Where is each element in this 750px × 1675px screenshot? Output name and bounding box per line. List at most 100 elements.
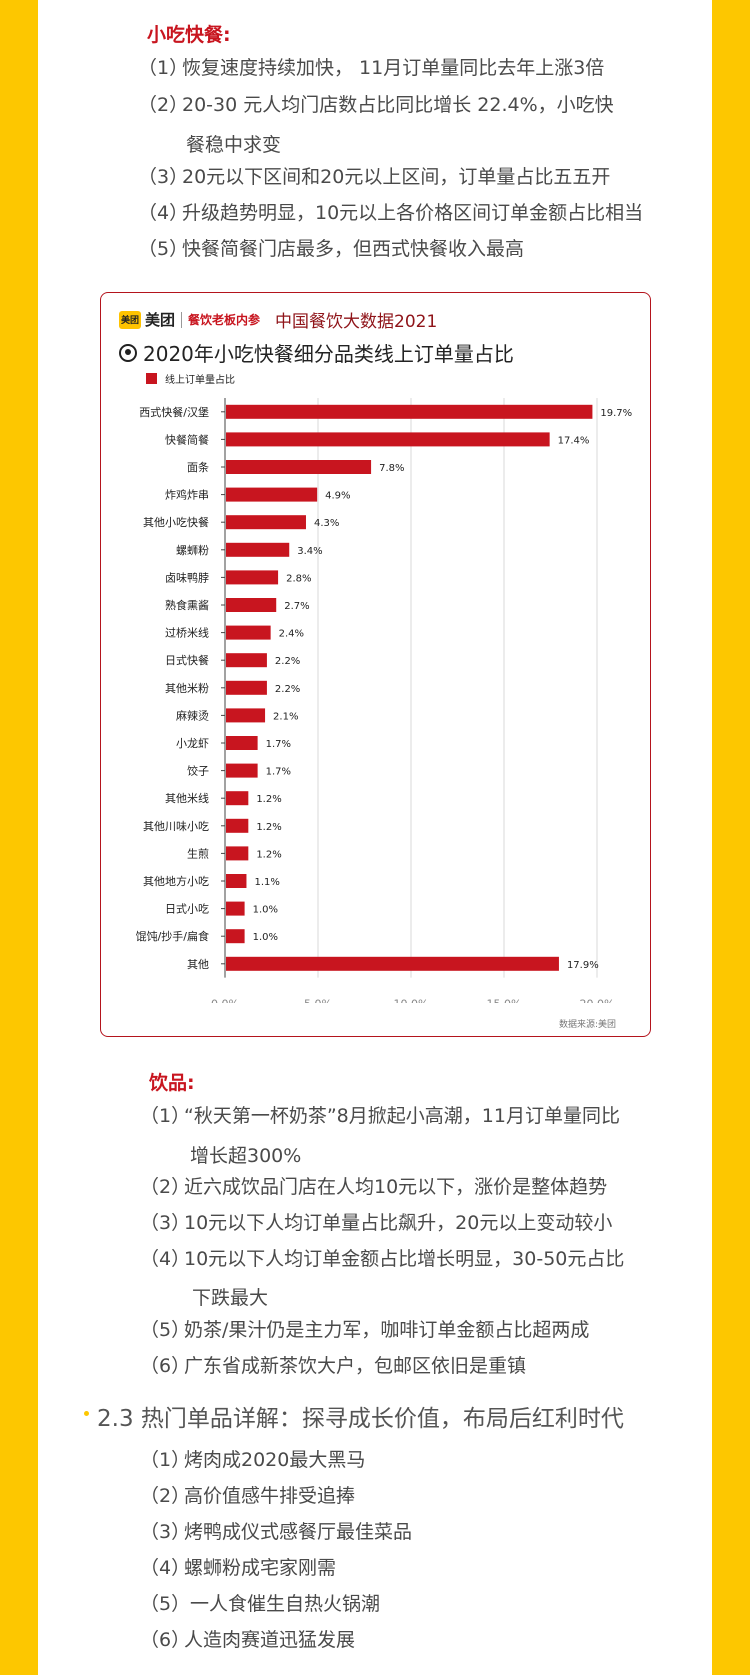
- bar: [226, 487, 318, 502]
- bar: [226, 874, 247, 888]
- x-tick-label: 15.0%: [487, 998, 522, 1003]
- item-text: 近六成饮品门店在人均10元以下，涨价是整体趋势: [184, 1176, 608, 1198]
- section-item-3: （3）烤鸭成仪式感餐厅最佳菜品: [140, 1514, 412, 1550]
- item-text: 快餐简餐门店最多，但西式快餐收入最高: [182, 238, 525, 260]
- bar: [226, 929, 245, 944]
- snack-item-1: （1）恢复速度持续加快， 11月订单量同比去年上涨3倍: [138, 50, 604, 86]
- category-label: 其他米粉: [165, 682, 209, 695]
- bar: [226, 653, 267, 668]
- data-label: 17.9%: [567, 960, 599, 971]
- partner-logo-text: 餐饮老板内参: [188, 313, 261, 327]
- data-label: 1.7%: [266, 739, 291, 750]
- category-label: 熟食熏酱: [165, 598, 209, 612]
- data-label: 2.1%: [273, 711, 298, 722]
- data-label: 2.2%: [275, 656, 300, 667]
- chart-title-row: 2020年小吃快餐细分品类线上订单量占比: [119, 338, 514, 367]
- section-title: 2.3 热门单品详解：探寻成长价值，布局后红利时代: [97, 1406, 624, 1432]
- bar: [226, 432, 550, 447]
- item-text: 10元以下人均订单金额占比增长明显，30-50元占比: [184, 1248, 625, 1270]
- drinks-item-4: （4）10元以下人均订单金额占比增长明显，30-50元占比: [140, 1241, 624, 1277]
- drinks-item-5: （5）奶茶/果汁仍是主力军，咖啡订单金额占比超两成: [140, 1312, 589, 1348]
- item-number: （4）: [138, 202, 189, 224]
- section-item-5: （5） 一人食催生自热火锅潮: [140, 1586, 380, 1622]
- category-label: 其他米线: [165, 791, 209, 805]
- data-label: 2.8%: [286, 573, 311, 584]
- bar: [226, 404, 593, 419]
- data-label: 17.4%: [558, 435, 590, 446]
- bar: [226, 901, 245, 916]
- bar: [226, 763, 258, 778]
- item-number: （6）: [140, 1355, 191, 1377]
- drinks-item-4-continuation: 下跌最大: [192, 1287, 269, 1309]
- item-number: （2）: [140, 1176, 191, 1198]
- snack-item-3: （3）20元以下区间和20元以上区间，订单量占比五五开: [138, 159, 610, 195]
- drinks-item-2: （2）近六成饮品门店在人均10元以下，涨价是整体趋势: [140, 1169, 607, 1205]
- report-brand-title: 中国餐饮大数据2021: [275, 312, 438, 332]
- section-item-6: （6）人造肉赛道迅猛发展: [140, 1622, 355, 1658]
- snack-item-2-continuation: 餐稳中求变: [186, 134, 282, 156]
- item-number: （1）: [140, 1449, 191, 1471]
- item-text: 螺蛳粉成宅家刚需: [184, 1557, 337, 1579]
- category-label: 日式快餐: [165, 653, 209, 667]
- data-label: 3.4%: [297, 546, 322, 557]
- item-text: 人造肉赛道迅猛发展: [184, 1629, 356, 1651]
- data-label: 7.8%: [379, 463, 404, 474]
- item-text: “秋天第一杯奶茶”8月掀起小高潮，11月订单量同比: [184, 1105, 620, 1127]
- item-number: （4）: [140, 1557, 191, 1579]
- category-label: 其他地方小吃: [143, 874, 209, 888]
- category-label: 其他川味小吃: [143, 820, 209, 833]
- data-label: 1.1%: [254, 877, 279, 888]
- bar: [226, 570, 279, 585]
- meituan-logo-text: 美团: [145, 311, 176, 329]
- category-label: 其他小吃快餐: [143, 515, 209, 529]
- category-label: 螺蛳粉: [176, 544, 209, 557]
- data-label: 2.7%: [284, 601, 309, 612]
- bar: [226, 625, 271, 640]
- section-item-1: （1）烤肉成2020最大黑马: [140, 1442, 365, 1478]
- data-label: 1.2%: [256, 849, 281, 860]
- drinks-item-1: （1）“秋天第一杯奶茶”8月掀起小高潮，11月订单量同比: [140, 1098, 620, 1134]
- item-number: （3）: [140, 1521, 191, 1543]
- item-number: （2）: [138, 94, 189, 116]
- item-text: 广东省成新茶饮大户，包邮区依旧是重镇: [184, 1355, 527, 1377]
- data-source-note: 数据来源:美团: [558, 1020, 616, 1030]
- chart-title: 2020年小吃快餐细分品类线上订单量占比: [143, 342, 514, 366]
- bar: [226, 791, 249, 806]
- item-number: （1）: [140, 1105, 191, 1127]
- bar: [226, 515, 306, 530]
- data-label: 1.0%: [253, 932, 278, 943]
- item-text: 10元以下人均订单量占比飙升，20元以上变动较小: [184, 1212, 613, 1234]
- snack-item-4: （4）升级趋势明显，10元以上各价格区间订单金额占比相当: [138, 195, 643, 231]
- item-text: 高价值感牛排受追捧: [184, 1485, 356, 1507]
- bar: [226, 680, 267, 695]
- section-item-4: （4）螺蛳粉成宅家刚需: [140, 1550, 336, 1586]
- category-label: 小龙虾: [176, 737, 209, 750]
- item-text: 恢复速度持续加快， 11月订单量同比去年上涨3倍: [182, 57, 605, 79]
- item-text: 升级趋势明显，10元以上各价格区间订单金额占比相当: [182, 202, 644, 224]
- chart-legend: 线上订单量占比: [146, 371, 235, 386]
- legend-swatch: [146, 373, 157, 384]
- item-number: （2）: [140, 1485, 191, 1507]
- bar: [226, 818, 249, 833]
- category-label: 炸鸡炸串: [165, 488, 209, 502]
- x-tick-label: 10.0%: [394, 998, 429, 1003]
- bar: [226, 736, 258, 750]
- category-label: 麻辣烫: [176, 708, 209, 722]
- category-label: 面条: [187, 460, 209, 474]
- category-label: 生煎: [187, 846, 209, 860]
- data-label: 1.2%: [256, 794, 281, 805]
- data-label: 19.7%: [600, 408, 632, 419]
- meituan-logo: 美团 美团 餐饮老板内参: [119, 309, 260, 330]
- item-text: 20-30 元人均门店数占比同比增长 22.4%，小吃快: [182, 94, 614, 116]
- section-item-2: （2）高价值感牛排受追捧: [140, 1478, 355, 1514]
- meituan-logo-icon: 美团: [119, 310, 141, 329]
- snack-item-5: （5）快餐简餐门店最多，但西式快餐收入最高: [138, 231, 524, 267]
- item-number: （6）: [140, 1629, 191, 1651]
- item-number: （5）: [140, 1319, 191, 1341]
- legend-label: 线上订单量占比: [165, 375, 235, 386]
- data-label: 1.2%: [256, 822, 281, 833]
- drinks-item-6: （6）广东省成新茶饮大户，包邮区依旧是重镇: [140, 1348, 526, 1384]
- drinks-item-3: （3）10元以下人均订单量占比飙升，20元以上变动较小: [140, 1205, 612, 1241]
- drinks-heading: 饮品:: [149, 1072, 195, 1094]
- x-tick-label: 20.0%: [580, 998, 615, 1003]
